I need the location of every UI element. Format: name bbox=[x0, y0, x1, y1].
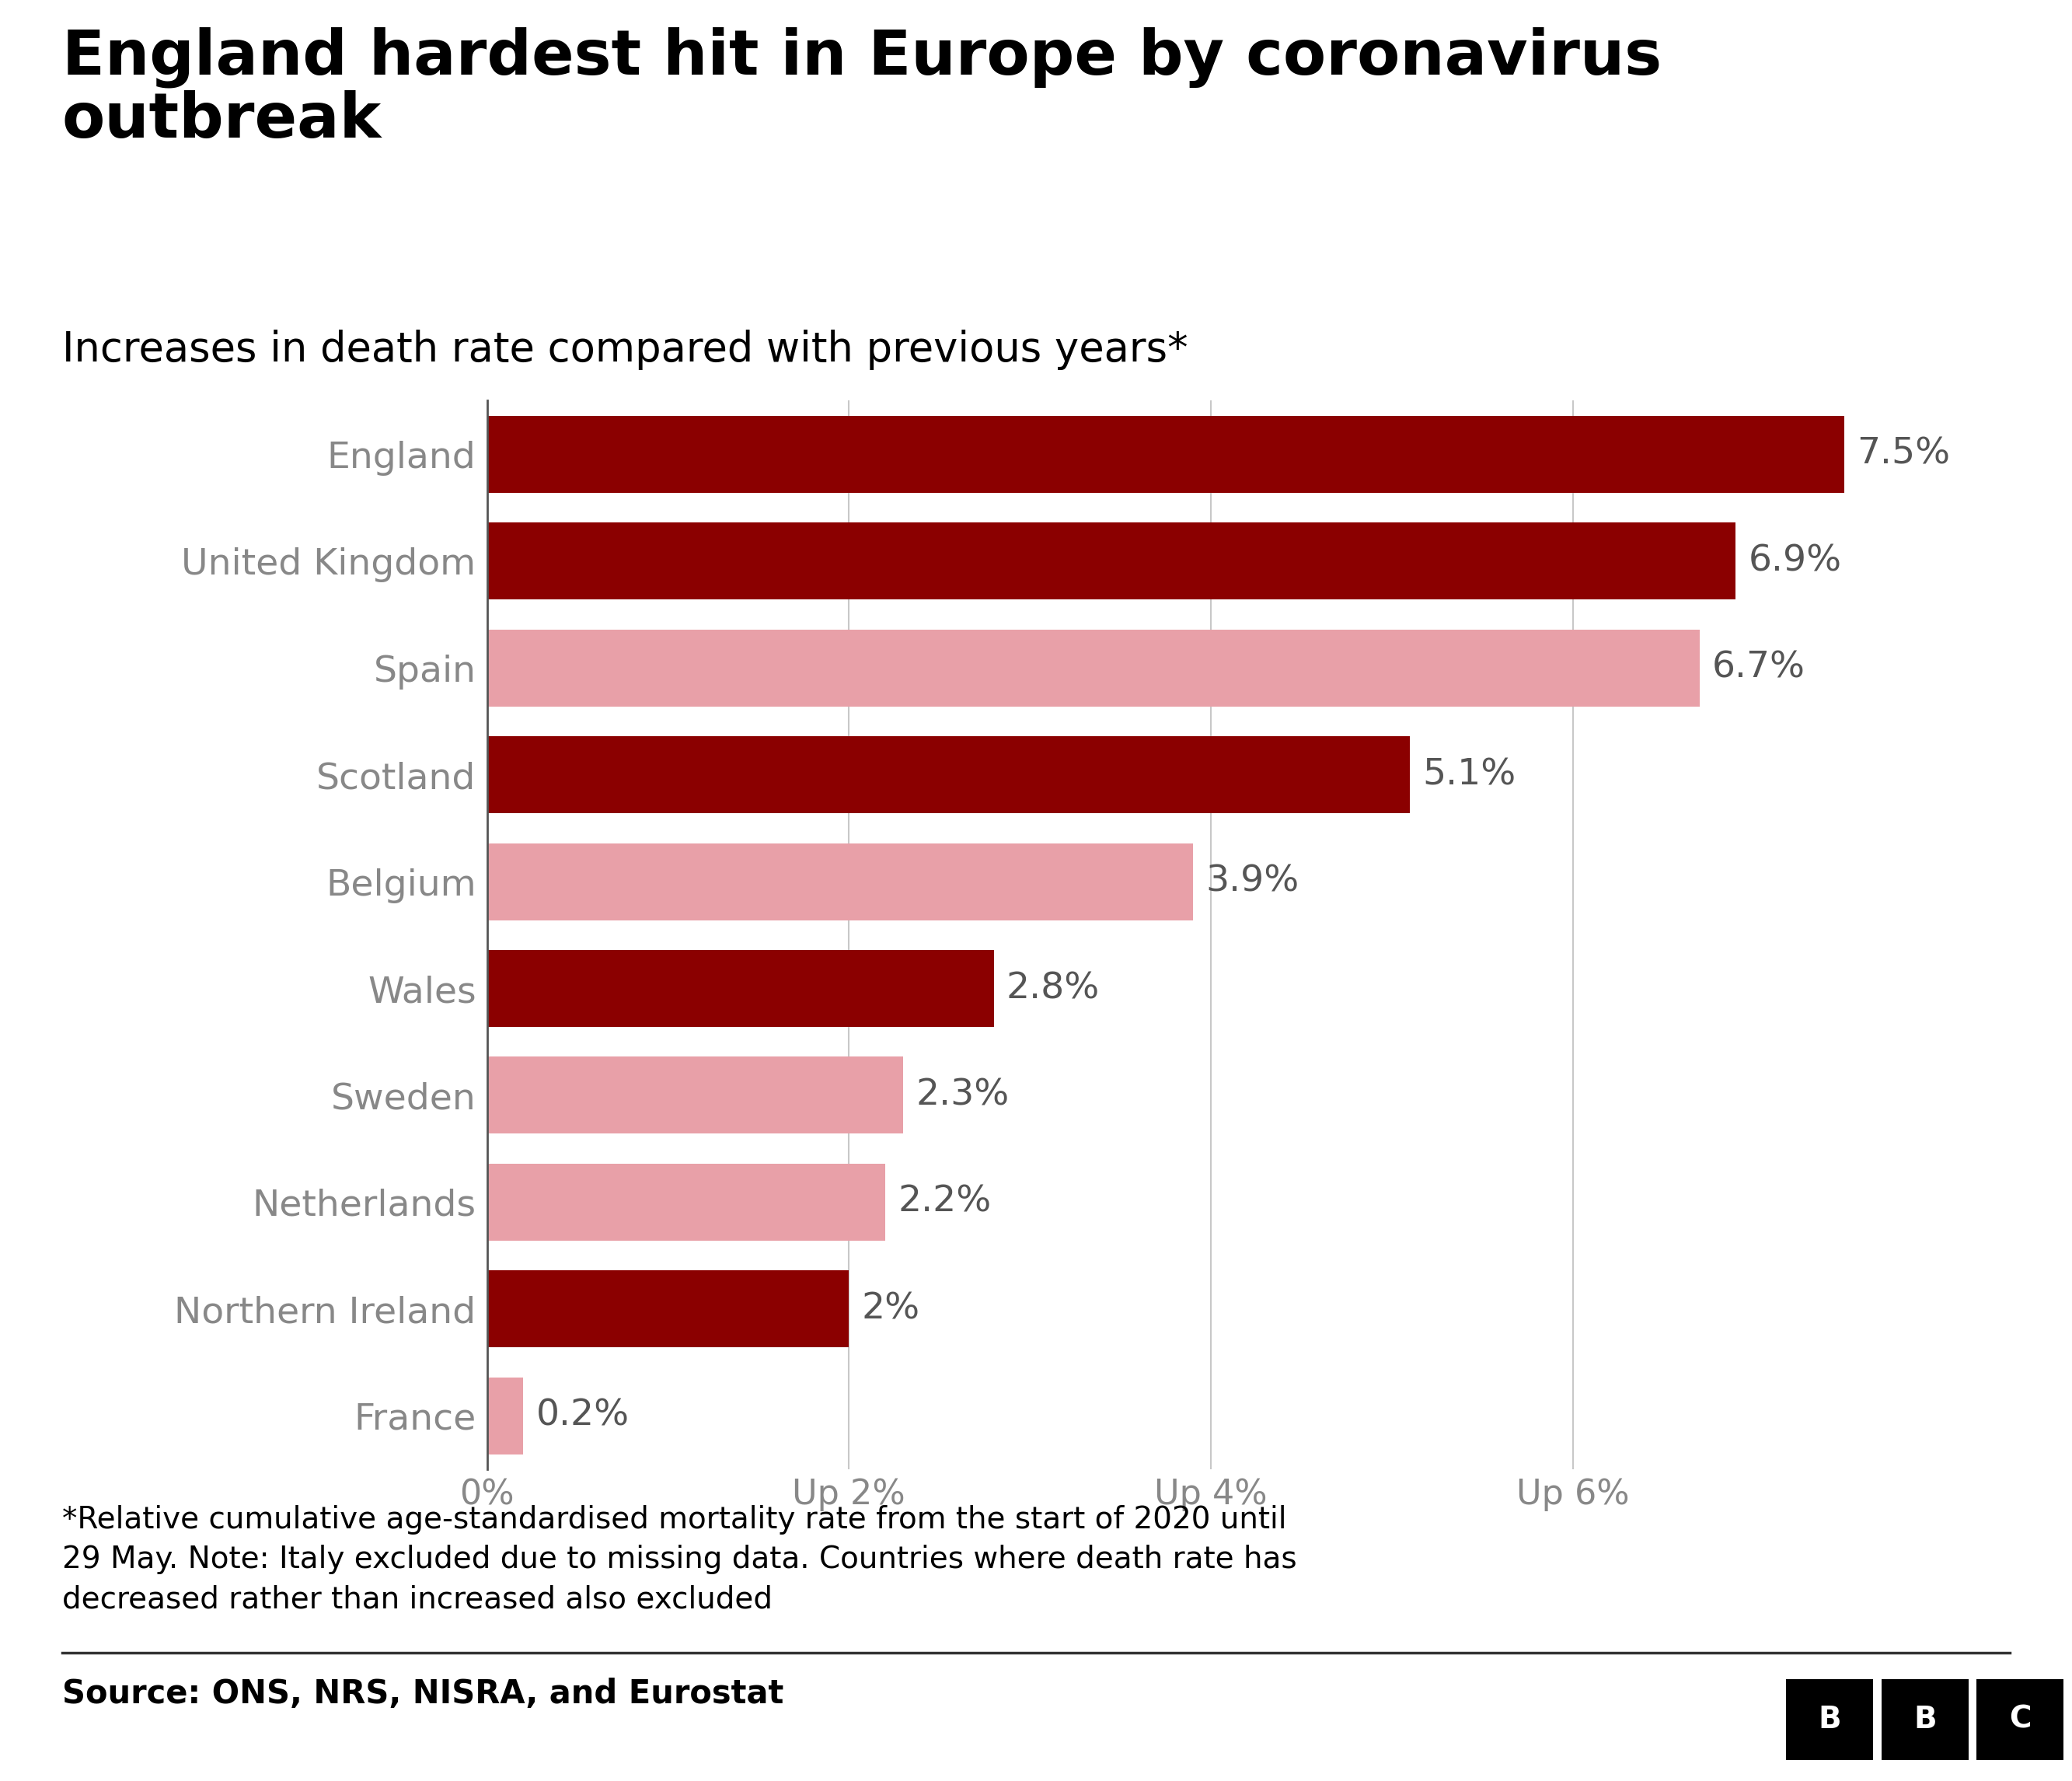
Text: 2.3%: 2.3% bbox=[916, 1078, 1009, 1113]
Text: 6.9%: 6.9% bbox=[1749, 543, 1842, 579]
Text: 3.9%: 3.9% bbox=[1206, 864, 1299, 899]
Text: 2.8%: 2.8% bbox=[1007, 971, 1100, 1006]
Bar bbox=[487, 1270, 850, 1348]
Text: B: B bbox=[1912, 1704, 1937, 1735]
Bar bbox=[487, 1163, 885, 1241]
Text: 0.2%: 0.2% bbox=[537, 1398, 630, 1434]
Bar bbox=[487, 842, 1193, 921]
Text: 2.2%: 2.2% bbox=[897, 1184, 990, 1220]
Bar bbox=[487, 1056, 903, 1134]
Text: B: B bbox=[1817, 1704, 1842, 1735]
Text: 5.1%: 5.1% bbox=[1423, 757, 1517, 793]
Bar bbox=[487, 736, 1409, 814]
Text: 6.7%: 6.7% bbox=[1711, 650, 1805, 686]
Bar bbox=[487, 949, 995, 1028]
Text: 7.5%: 7.5% bbox=[1857, 436, 1950, 472]
Bar bbox=[487, 415, 1844, 493]
Bar bbox=[487, 1377, 522, 1455]
Text: England hardest hit in Europe by coronavirus
outbreak: England hardest hit in Europe by coronav… bbox=[62, 27, 1662, 151]
Text: C: C bbox=[2010, 1704, 2031, 1735]
Text: Increases in death rate compared with previous years*: Increases in death rate compared with pr… bbox=[62, 329, 1187, 370]
Text: 2%: 2% bbox=[862, 1291, 920, 1327]
Text: *Relative cumulative age-standardised mortality rate from the start of 2020 unti: *Relative cumulative age-standardised mo… bbox=[62, 1505, 1297, 1615]
Text: Source: ONS, NRS, NISRA, and Eurostat: Source: ONS, NRS, NISRA, and Eurostat bbox=[62, 1678, 783, 1710]
Bar bbox=[487, 629, 1699, 707]
Bar bbox=[487, 522, 1736, 600]
